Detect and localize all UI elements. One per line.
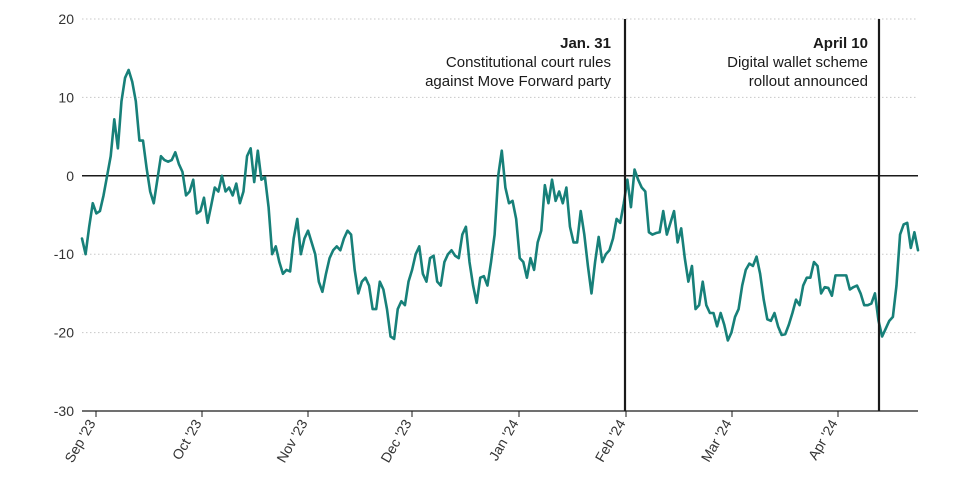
y-tick-label: 10	[58, 89, 74, 105]
y-tick-label: 20	[58, 11, 74, 27]
x-tick-label: Apr '24	[805, 416, 841, 462]
x-tick-label: Jan '24	[485, 416, 521, 463]
y-axis-ticks: 20 10 0 -10 -20 -30	[54, 11, 74, 419]
annotation-jan31-line1: Constitutional court rules	[446, 54, 611, 71]
series-line	[80, 68, 920, 342]
y-tick-label: -10	[54, 246, 74, 262]
x-tick-label: Nov '23	[273, 416, 310, 465]
y-tick-label: -20	[54, 325, 74, 341]
annotation-jan31-line2: against Move Forward party	[425, 73, 611, 90]
annotation-apr10-line1: Digital wallet scheme	[727, 54, 868, 71]
annotation-apr10-line2: rollout announced	[749, 73, 868, 90]
y-tick-label: -30	[54, 403, 74, 419]
x-tick-label: Feb '24	[592, 416, 629, 464]
grid-lines	[82, 18, 918, 334]
x-tick-label: Dec '23	[377, 416, 414, 465]
y-tick-label: 0	[66, 168, 74, 184]
x-tick-label: Mar '24	[698, 416, 735, 464]
x-axis-ticks: Sep '23 Oct '23 Nov '23 Dec '23 Jan '24 Feb '…	[61, 411, 841, 465]
x-tick-label: Oct '23	[169, 416, 205, 462]
annotation-apr10-date: April 10	[813, 35, 868, 52]
x-tick-label: Sep '23	[61, 416, 98, 465]
annotation-jan31-date: Jan. 31	[560, 35, 611, 52]
